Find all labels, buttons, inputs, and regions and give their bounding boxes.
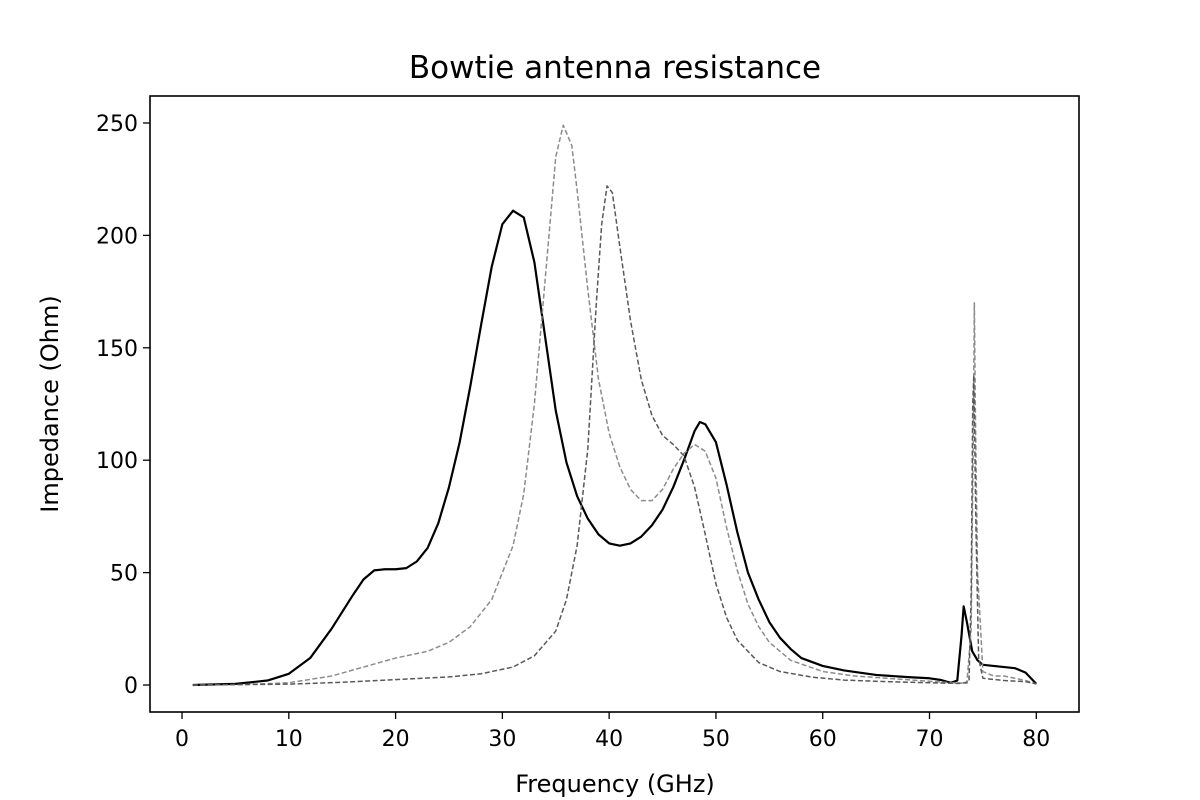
x-tick-label: 80: [1022, 727, 1050, 752]
series-layer: [192, 124, 1038, 687]
x-tick-label: 60: [809, 727, 837, 752]
series-line-3: [192, 185, 1037, 686]
series-line-2: [192, 124, 1037, 686]
x-tick-label: 0: [175, 727, 189, 752]
y-tick-label: 0: [124, 674, 138, 699]
x-tick-label: 70: [916, 727, 944, 752]
x-tick-label: 30: [488, 727, 516, 752]
y-tick-label: 50: [110, 562, 138, 587]
plot-area: [192, 124, 1038, 687]
y-tick-label: 100: [96, 449, 138, 474]
x-tick-label: 10: [275, 727, 303, 752]
y-tick-label: 200: [96, 224, 138, 249]
y-axis: 0 50 100 150 200 250: [96, 112, 150, 699]
y-tick-label: 150: [96, 337, 138, 362]
x-axis-label: Frequency (GHz): [515, 770, 715, 798]
chart-title: Bowtie antenna resistance: [409, 50, 821, 86]
x-tick-label: 50: [702, 727, 730, 752]
x-axis: 0 10 20 30 40 50 60 70 80: [175, 712, 1050, 752]
plot-frame: [149, 95, 1080, 713]
series-line-1: [192, 209, 1038, 687]
x-tick-label: 40: [595, 727, 623, 752]
y-tick-label: 250: [96, 112, 138, 137]
x-tick-label: 20: [382, 727, 410, 752]
y-axis-label: Impedance (Ohm): [36, 295, 64, 512]
